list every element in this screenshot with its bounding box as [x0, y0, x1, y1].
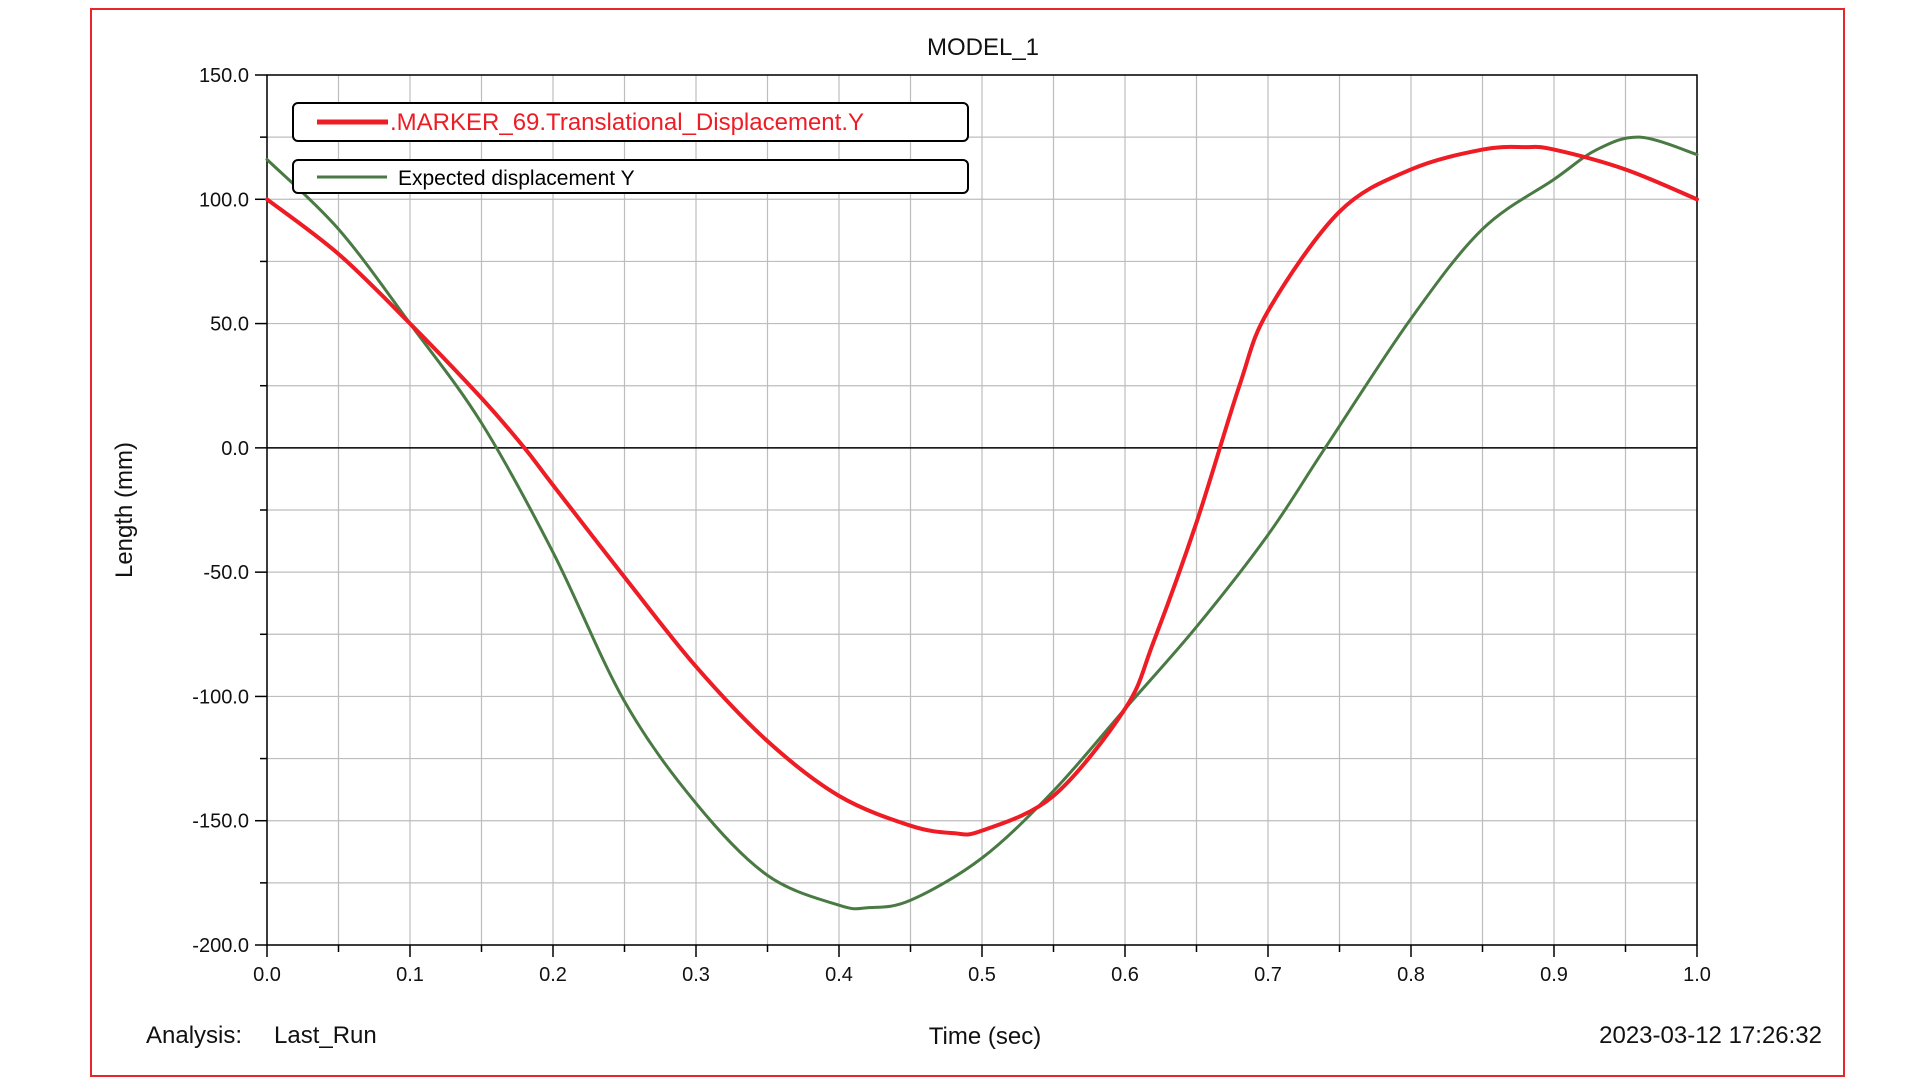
y-tick-label: -200.0	[192, 935, 249, 957]
y-tick-label: 50.0	[210, 314, 249, 336]
y-tick-label: 0.0	[221, 438, 249, 460]
analysis-label: Analysis:	[146, 1022, 242, 1049]
x-tick-label: 1.0	[1683, 964, 1711, 986]
x-tick-label: 0.2	[539, 964, 567, 986]
legend-box-red	[292, 102, 969, 142]
x-tick-labels: 0.0 0.1 0.2 0.3 0.4 0.5 0.6 0.7 0.8 0.9 1.0	[253, 964, 1711, 986]
y-tick-label: -50.0	[203, 562, 249, 584]
x-axis-title: Time (sec)	[929, 1023, 1041, 1050]
series-line-expected-displacement	[265, 135, 1699, 911]
x-tick-label: 0.4	[825, 964, 853, 986]
axes	[255, 74, 1698, 957]
x-tick-label: 0.7	[1254, 964, 1282, 986]
series-lines	[265, 135, 1699, 911]
legend: .MARKER_69.Translational_Displacement.Y …	[292, 102, 969, 194]
analysis-value: Last_Run	[274, 1022, 377, 1049]
grid	[266, 74, 1698, 946]
y-tick-label: 100.0	[199, 189, 249, 211]
x-tick-label: 0.1	[396, 964, 424, 986]
x-tick-label: 0.0	[253, 964, 281, 986]
y-tick-label: -150.0	[192, 811, 249, 833]
legend-label-green: Expected displacement Y	[398, 167, 635, 190]
y-axis-title: Length (mm)	[111, 442, 138, 578]
y-tick-label: -100.0	[192, 686, 249, 708]
x-tick-label: 0.6	[1111, 964, 1139, 986]
x-tick-label: 0.3	[682, 964, 710, 986]
series-line-marker-69-displacement	[265, 144, 1699, 837]
x-tick-label: 0.5	[968, 964, 996, 986]
legend-box-green	[292, 159, 969, 194]
outer-frame	[90, 8, 1845, 1077]
chart-title: MODEL_1	[927, 34, 1039, 61]
x-tick-label: 0.9	[1540, 964, 1568, 986]
legend-label-red: .MARKER_69.Translational_Displacement.Y	[390, 109, 864, 136]
y-tick-label: 150.0	[199, 65, 249, 87]
y-tick-labels: 150.0 100.0 50.0 0.0 -50.0 -100.0 -150.0 -200.0	[192, 65, 249, 957]
timestamp: 2023-03-12 17:26:32	[1599, 1022, 1822, 1049]
x-tick-label: 0.8	[1397, 964, 1425, 986]
